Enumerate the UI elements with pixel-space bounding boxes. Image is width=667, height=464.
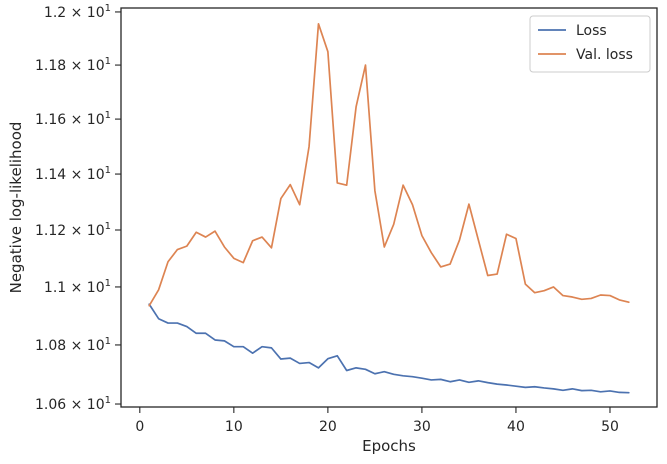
y-tick-multiplier: × 10 [66, 167, 104, 183]
y-tick-mantissa: 1.12 [35, 223, 66, 239]
y-tick-label: 1.18 × 101 [35, 56, 111, 74]
y-tick-mantissa: 1.08 [35, 338, 66, 354]
y-tick-multiplier: × 10 [66, 223, 104, 239]
x-tick-label: 0 [135, 419, 144, 435]
y-tick-label: 1.2 × 101 [44, 3, 111, 21]
y-tick-label: 1.08 × 101 [35, 336, 111, 354]
y-tick-mantissa: 1.1 [44, 280, 66, 296]
x-tick-label: 50 [601, 419, 619, 435]
y-tick-exponent: 1 [105, 165, 111, 176]
legend-entry-label: Loss [576, 23, 607, 39]
y-tick-exponent: 1 [105, 221, 111, 232]
y-tick-label: 1.1 × 101 [44, 278, 111, 296]
y-tick-exponent: 1 [105, 110, 111, 121]
y-tick-exponent: 1 [105, 278, 111, 289]
y-tick-multiplier: × 10 [66, 338, 104, 354]
y-tick-label: 1.16 × 101 [35, 110, 111, 128]
series-line-val-loss [148, 22, 630, 307]
y-tick-label: 1.06 × 101 [35, 395, 111, 413]
x-axis-label: Epochs [362, 437, 416, 455]
y-tick-mantissa: 1.2 [44, 5, 66, 21]
x-tick-label: 40 [507, 419, 525, 435]
y-tick-exponent: 1 [105, 395, 111, 406]
series-line-loss [148, 303, 630, 394]
y-tick-label: 1.14 × 101 [35, 165, 111, 183]
x-tick-label: 10 [225, 419, 243, 435]
axes-frame [120, 7, 658, 408]
x-tick-label: 20 [319, 419, 337, 435]
legend-entry-label: Val. loss [576, 47, 633, 63]
y-tick-mantissa: 1.14 [35, 167, 66, 183]
y-tick-multiplier: × 10 [66, 5, 104, 21]
y-tick-exponent: 1 [105, 3, 111, 14]
y-tick-multiplier: × 10 [66, 58, 104, 74]
y-tick-mantissa: 1.06 [35, 397, 66, 413]
y-tick-exponent: 1 [105, 336, 111, 347]
y-tick-label: 1.12 × 101 [35, 221, 111, 239]
y-tick-mantissa: 1.16 [35, 112, 66, 128]
y-axis-label: Negative log-likelihood [7, 122, 25, 294]
y-tick-mantissa: 1.18 [35, 58, 66, 74]
series-layer [148, 22, 630, 394]
axes-border [120, 7, 658, 408]
y-tick-multiplier: × 10 [66, 112, 104, 128]
y-tick-exponent: 1 [105, 56, 111, 67]
x-tick-label: 30 [413, 419, 431, 435]
x-axis: 0 10 20 30 40 50 [135, 407, 619, 435]
y-tick-multiplier: × 10 [66, 397, 104, 413]
y-tick-multiplier: × 10 [66, 280, 104, 296]
legend: Loss Val. loss [529, 15, 651, 73]
